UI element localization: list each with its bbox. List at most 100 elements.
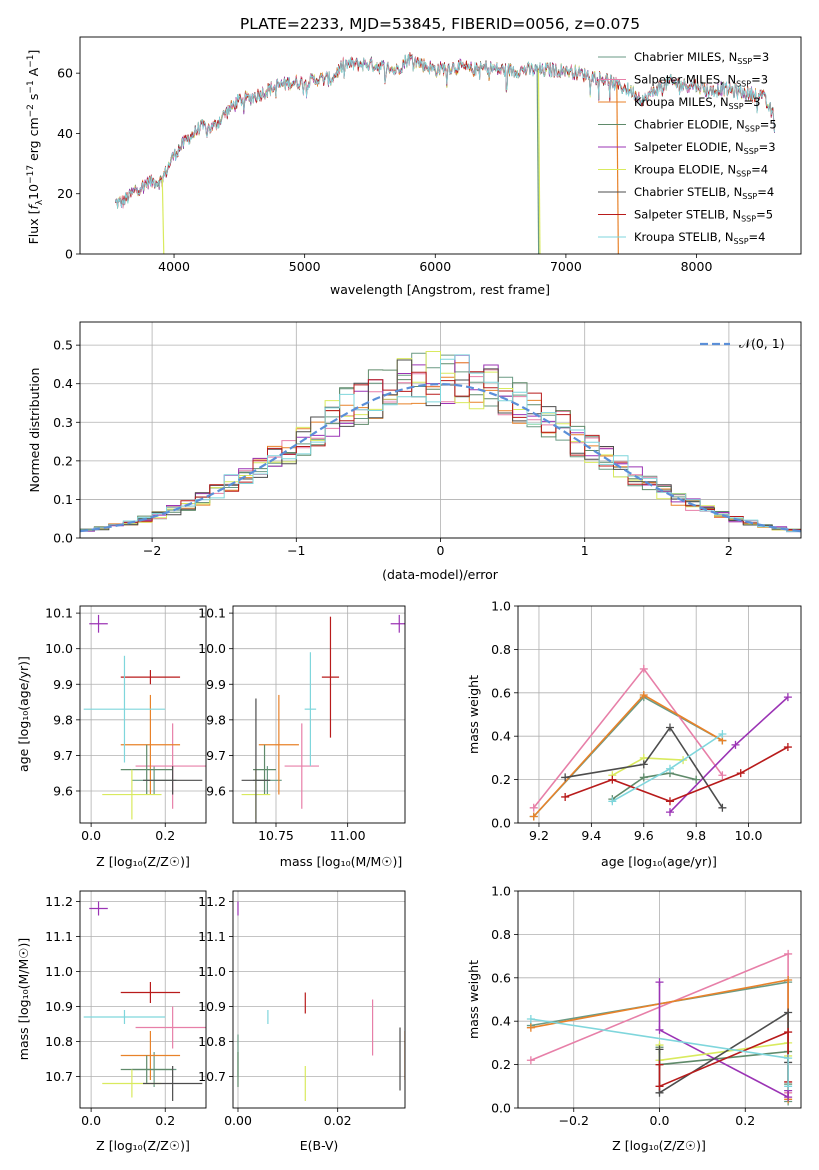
legend-label-part: SSP [729, 102, 744, 111]
axes-frame [517, 605, 802, 824]
weight-marker-2 [784, 975, 793, 984]
y-tick-label: 1.0 [491, 884, 511, 899]
y-tick-label: 10.8 [198, 1034, 226, 1049]
y-tick-label: 11.0 [198, 964, 226, 979]
y-tick-label: 11.0 [45, 964, 73, 979]
y-tick-label: 0.0 [491, 1101, 511, 1116]
y-tick-label: 0.0 [53, 531, 73, 546]
y-tick-label: 10.1 [45, 606, 73, 621]
weight-marker-7 [784, 1028, 793, 1037]
x-tick-label: 0.2 [735, 1113, 755, 1128]
x-axis-label: Z [log₁₀(Z/Z☉)] [96, 854, 190, 869]
y-tick-label: 0.2 [491, 772, 511, 787]
legend-label-part: Chabrier MILES, N [634, 50, 737, 64]
weight-line-0 [533, 696, 723, 818]
spectrum-panel: 4000 5000 6000 7000 8000 0 20 40 60 wavelength [A… [26, 36, 802, 297]
legend-label-part: SSP [737, 57, 752, 66]
y-tick-label: 10.8 [45, 1034, 73, 1049]
legend-label-part: SSP [741, 215, 756, 224]
y-tick-label: 0.2 [491, 1057, 511, 1072]
legend-label-part: SSP [744, 147, 759, 156]
legend-label-part: Kroupa MILES, N [634, 95, 729, 109]
y-tick-label: 10.9 [45, 999, 73, 1014]
y-tick-label: 0.4 [491, 1014, 511, 1029]
y-tick-label: 0.4 [53, 376, 73, 391]
legend-label-part: SSP [734, 237, 749, 246]
y-label-part: 10 [26, 184, 41, 200]
y-axis-label: Flux [fλ10−17 erg cm−2 s−1 A−1] [26, 50, 45, 245]
y-tick-label: 11.1 [45, 929, 73, 944]
y-tick-label: 0.3 [53, 415, 73, 430]
y-axis-label: mass weight [466, 960, 481, 1039]
x-tick-label: 8000 [681, 259, 713, 274]
x-tick-label: 0.0 [81, 828, 101, 843]
x-tick-label: 10.0 [735, 828, 763, 843]
y-tick-label: 11.1 [198, 929, 226, 944]
x-axis-label: wavelength [Angstrom, rest frame] [330, 282, 550, 297]
y-tick-label: 9.9 [206, 677, 226, 692]
x-tick-label: 11.00 [330, 828, 366, 843]
spectrum-dropout [536, 70, 540, 254]
weight-marker-8 [526, 1015, 535, 1024]
axes-frame [232, 890, 406, 1109]
legend-label-4: Salpeter ELODIE, NSSP=3 [634, 140, 776, 156]
x-tick-label: 0.0 [650, 1113, 670, 1128]
y-tick-label: 9.7 [53, 748, 73, 763]
y-tick-label: 9.8 [206, 712, 226, 727]
x-tick-label: 7000 [550, 259, 582, 274]
weight-marker-1 [639, 664, 648, 673]
legend-label-5: Kroupa ELODIE, NSSP=4 [634, 163, 768, 179]
weight-marker-6 [655, 1045, 664, 1054]
legend-gaussian-label: 𝒩(0, 1) [739, 336, 785, 351]
weight-marker-8 [665, 764, 674, 773]
x-axis-label: age [log₁₀(age/yr)] [601, 854, 717, 869]
legend-label-part: =4 [749, 230, 766, 244]
x-tick-label: −2 [143, 543, 161, 558]
y-tick-label: 0.0 [491, 816, 511, 831]
y-tick-label: 9.9 [53, 677, 73, 692]
age-vs-z-panel: 0.0 0.2 9.6 9.7 9.8 9.9 10.0 10.1 Z [log₁₀(Z/Z☉)… [16, 605, 207, 869]
axes-frame [232, 605, 406, 824]
weight-marker-6 [561, 773, 570, 782]
y-tick-label: 11.2 [45, 894, 73, 909]
legend-label-part: =4 [751, 163, 768, 177]
residual-histogram-panel: −2 −1 0 1 2 0.0 0.1 0.2 0.3 0.4 0.5 𝒩(0, 1) (data-mo… [27, 321, 802, 582]
legend-label-part: =4 [757, 185, 774, 199]
y-tick-label: 10.9 [198, 999, 226, 1014]
weight-marker-6 [665, 723, 674, 732]
gaussian-reference-line [80, 382, 801, 533]
axes-frame [79, 36, 802, 255]
weight-marker-7 [783, 743, 792, 752]
y-label-part: s [26, 94, 41, 105]
histogram-steps [80, 351, 801, 534]
legend-label-part: Kroupa ELODIE, N [634, 163, 736, 177]
y-tick-label: 0.8 [491, 927, 511, 942]
y-tick-label: 9.8 [53, 712, 73, 727]
legend-label-7: Salpeter STELIB, NSSP=5 [634, 208, 773, 224]
y-tick-label: 9.6 [53, 783, 73, 798]
weight-marker-2 [526, 1023, 535, 1032]
y-label-part: f [26, 204, 41, 210]
x-axis-label: Z [log₁₀(Z/Z☉)] [612, 1138, 706, 1153]
x-tick-label: 9.8 [686, 828, 706, 843]
y-axis-label: mass weight [466, 675, 481, 754]
y-tick-label: 10.0 [198, 641, 226, 656]
x-tick-label: 9.4 [581, 828, 601, 843]
weight-marker-4 [665, 808, 674, 817]
weight-marker-7 [655, 1060, 664, 1069]
y-tick-label: 10.7 [45, 1069, 73, 1084]
axes-frame [79, 321, 802, 539]
legend-label-part: =3 [751, 73, 768, 87]
spectrum-lines [114, 52, 775, 254]
legend-label-part: Chabrier STELIB, N [634, 185, 742, 199]
y-label-part: A [26, 67, 41, 80]
y-tick-label: 0.6 [491, 970, 511, 985]
spectrum-line-8 [114, 53, 775, 209]
legend-label-part: =3 [744, 95, 761, 109]
y-label-part: erg cm [26, 117, 41, 165]
age-vs-mass-panel: 10.75 11.00 9.6 9.7 9.8 9.9 10.0 10.1 mass [log₁… [198, 605, 406, 869]
weight-marker-7 [608, 775, 617, 784]
errorbar-points [83, 614, 206, 820]
legend-label-part: SSP [745, 125, 760, 134]
y-tick-label: 9.6 [206, 783, 226, 798]
